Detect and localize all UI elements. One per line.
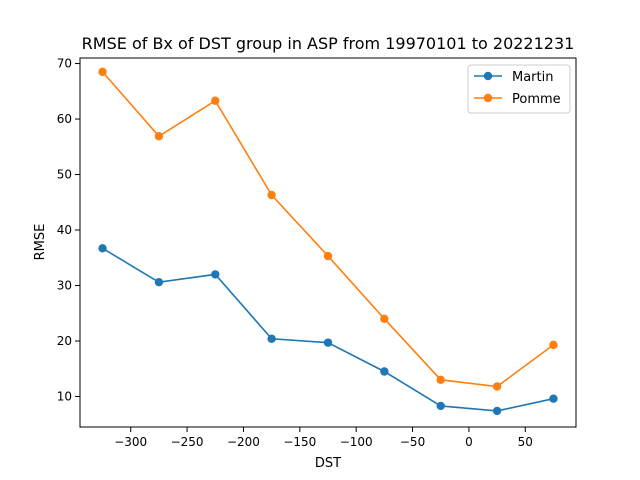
chart-title: RMSE of Bx of DST group in ASP from 1997… (82, 34, 575, 53)
plot-area: −300 −250 −200 −150 −100 −50 0 50 10 20 30 40 50 60 70 (57, 57, 577, 449)
y-tick-label: 60 (57, 112, 72, 126)
y-axis-label: RMSE (33, 224, 48, 261)
data-point-martin (211, 270, 220, 279)
data-point-martin (492, 406, 502, 416)
legend-label-martin: Martin (512, 70, 553, 85)
x-tick-label: 50 (518, 435, 533, 449)
data-point-martin (98, 244, 107, 253)
x-tick-label: −250 (171, 435, 204, 449)
data-point-martin (549, 394, 558, 403)
data-point-pomme (380, 314, 389, 323)
data-point-pomme (436, 375, 445, 385)
data-point-martin (323, 338, 333, 347)
data-point-martin (436, 401, 445, 411)
y-tick-label: 30 (57, 279, 72, 293)
y-tick-label: 40 (57, 223, 72, 237)
legend-box (467, 64, 571, 114)
data-point-pomme (211, 96, 220, 105)
x-tick-label: 0 (465, 435, 473, 449)
data-point-pomme (267, 190, 276, 200)
x-tick-label: −150 (283, 435, 316, 449)
y-tick-label: 10 (57, 389, 72, 403)
data-point-pomme (323, 251, 333, 261)
y-tick-label: 50 (57, 168, 72, 182)
data-point-pomme (98, 67, 107, 77)
y-tick-label: 70 (57, 57, 72, 71)
x-axis-label: DST (315, 456, 341, 471)
y-tick-label: 20 (57, 334, 72, 348)
axes-frame (79, 57, 577, 428)
data-point-martin (154, 277, 164, 287)
legend: Martin Pomme (467, 64, 571, 114)
data-point-pomme (549, 340, 558, 350)
x-tick-label: −200 (227, 435, 260, 449)
legend-marker-pomme (483, 93, 493, 103)
data-point-martin (267, 334, 276, 343)
data-point-martin (380, 367, 389, 376)
data-point-pomme (492, 382, 502, 391)
legend-label-pomme: Pomme (512, 92, 561, 107)
data-point-pomme (154, 132, 164, 141)
x-tick-label: −300 (114, 435, 147, 449)
x-tick-label: −50 (400, 435, 425, 449)
x-tick-label: −100 (340, 435, 373, 449)
legend-marker-martin (483, 71, 493, 81)
